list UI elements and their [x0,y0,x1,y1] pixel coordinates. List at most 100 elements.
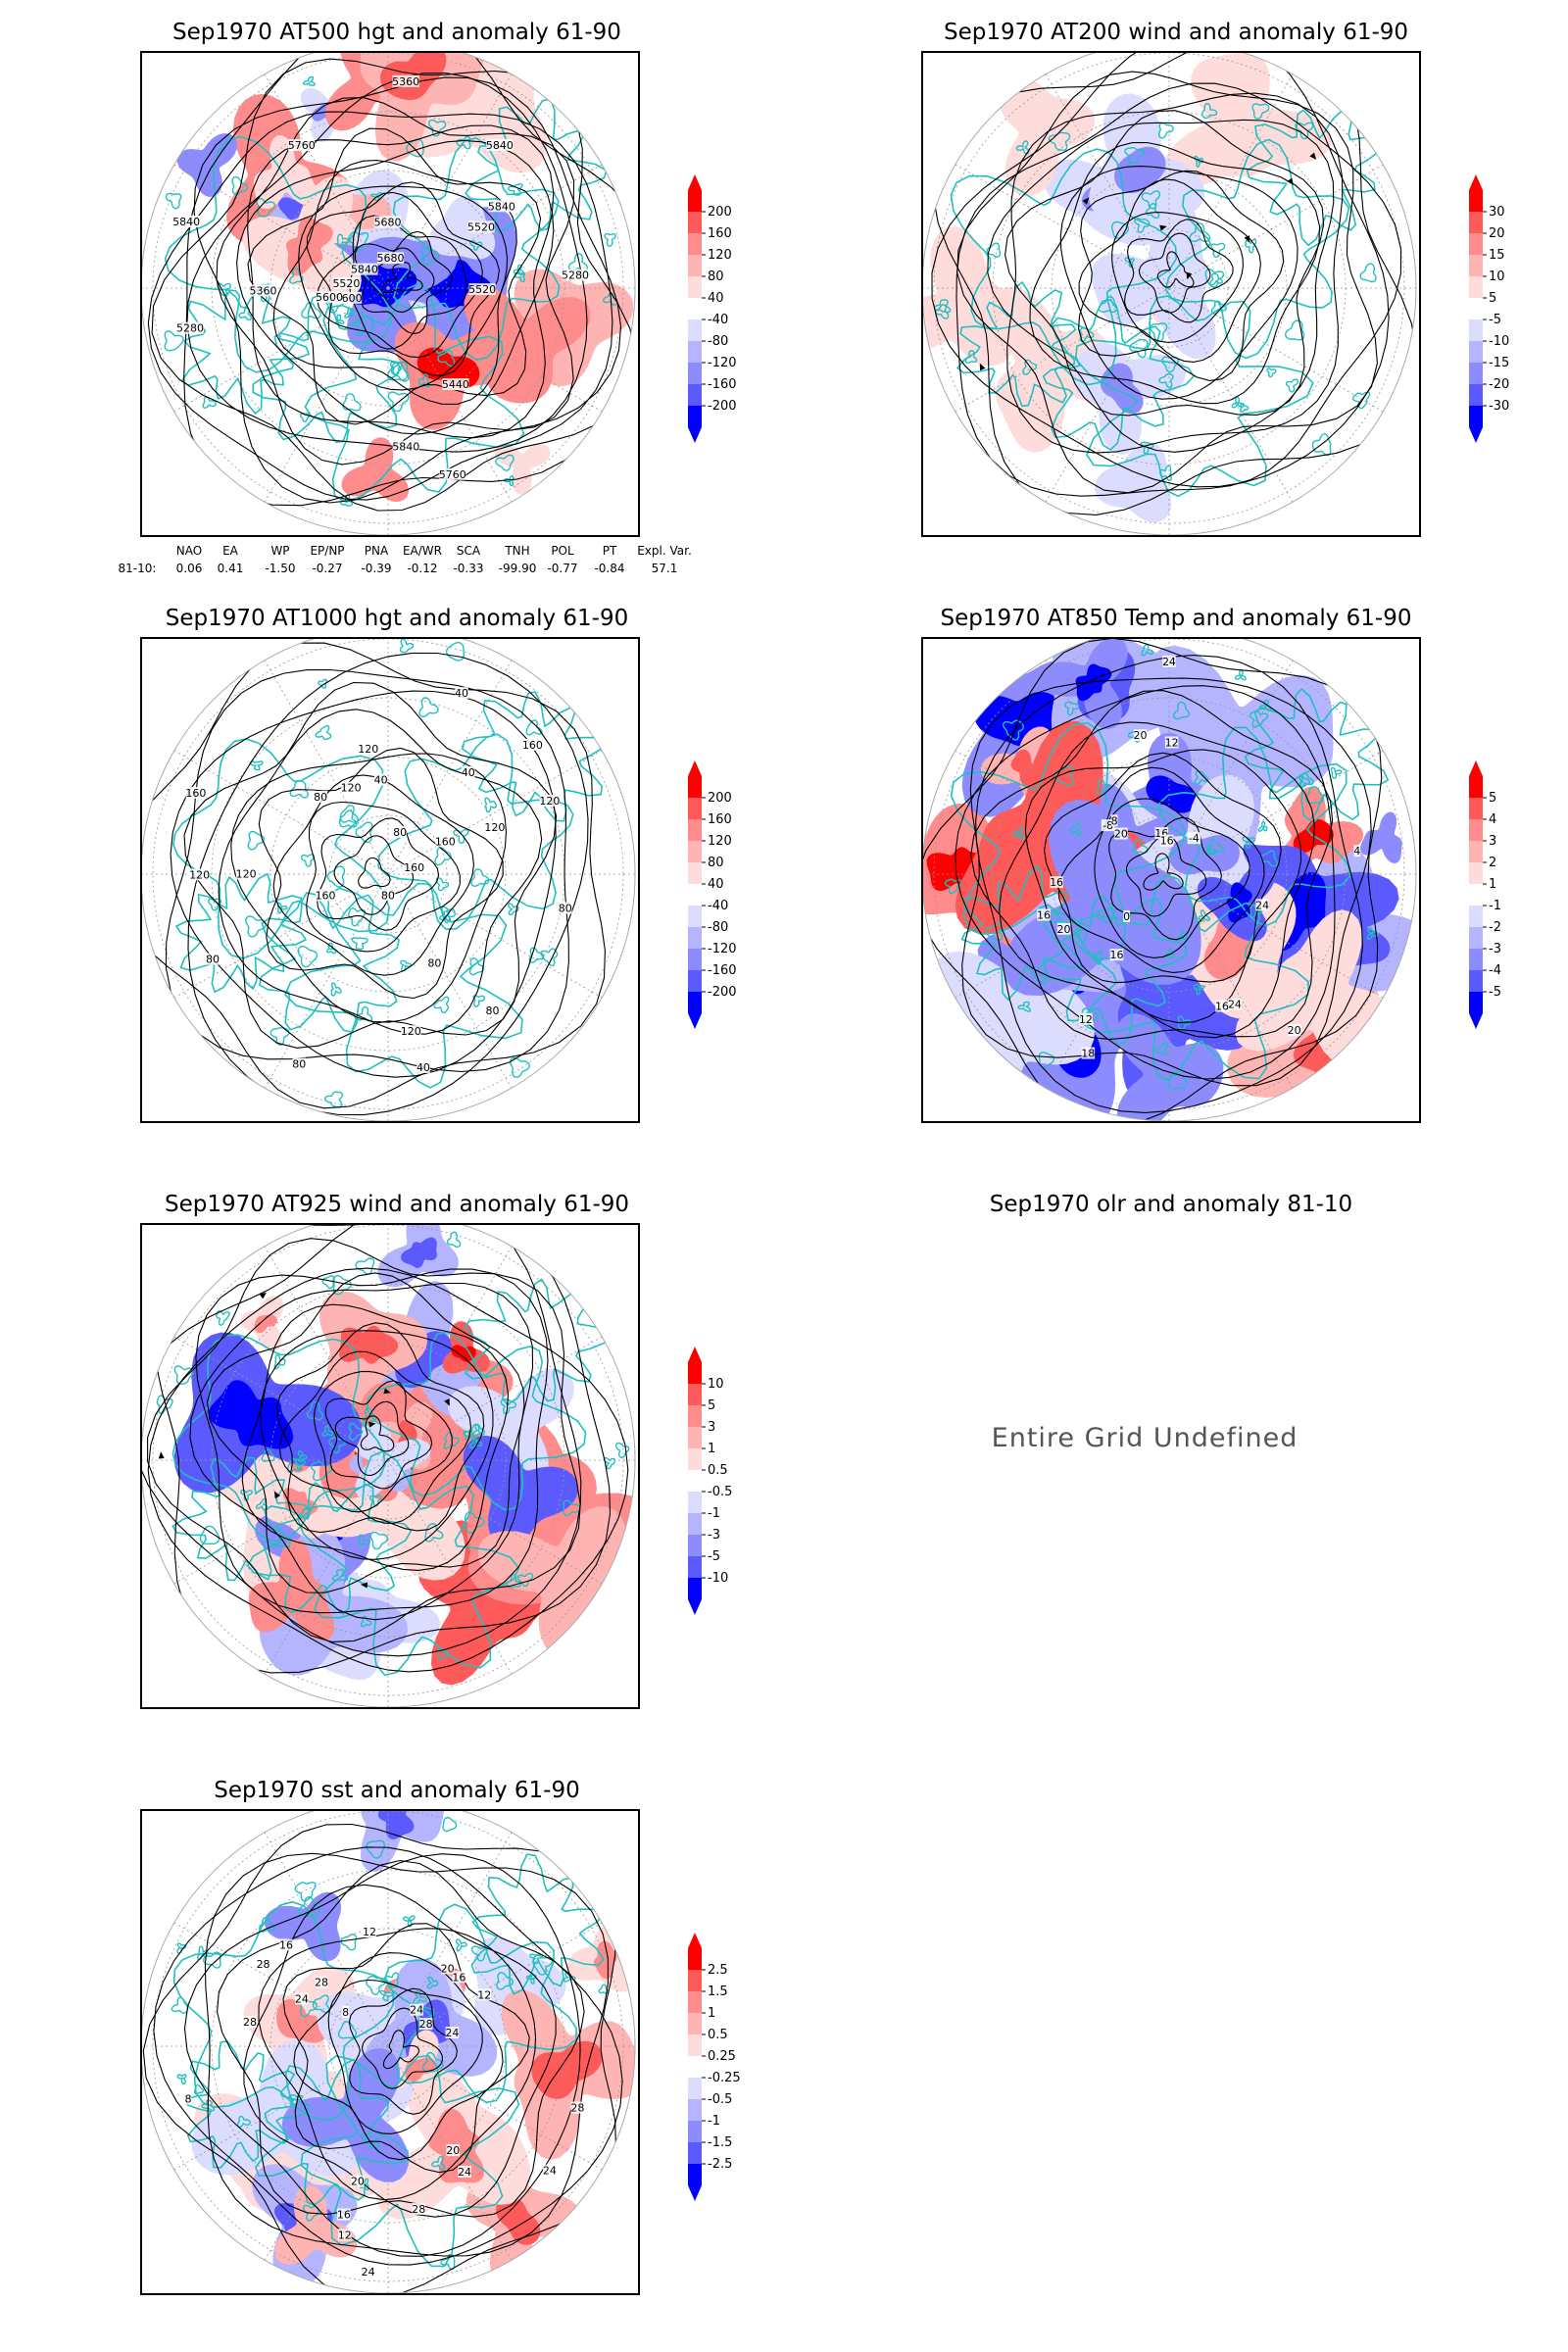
island-coastline [328,1437,347,1454]
contour-label-bg [358,743,378,756]
contour-label-bg [522,739,543,752]
coastline [1075,873,1310,1081]
streamline [189,1282,534,1621]
streamline [1004,110,1325,416]
panel-title-at850: Sep1970 AT850 Temp and anomaly 61-90 [940,606,1412,631]
contour-label-bg [288,139,316,152]
island-coastline [199,1525,220,1545]
streamline [278,1350,472,1524]
panel-title-at1000: Sep1970 AT1000 hgt and anomaly 61-90 [165,606,629,631]
island-coastline [1158,465,1172,482]
island-coastline [310,1461,333,1482]
contour-label-bg [184,2092,192,2105]
contour-label: 5280 [176,322,204,335]
contour-label-bg [404,860,424,873]
colorbar-label: 200 [708,791,732,806]
meridian-line [1168,750,1384,875]
index-value: -0.27 [312,562,343,575]
contour-label-bg [468,283,496,296]
contour-label: 24 [362,2266,375,2278]
panel-title-at925: Sep1970 AT925 wind and anomaly 61-90 [164,1192,630,1217]
island-coastline [1231,396,1245,409]
contour-label: 12 [477,1988,491,2001]
flow-arrow [1159,224,1167,231]
streamline [1006,92,1344,454]
negative-anomaly-region [1116,1012,1224,1121]
island-coastline [529,1953,544,1964]
contour-label-bg [256,1957,270,1970]
contour-line [272,160,517,405]
contour-line [230,753,508,1023]
coastline [180,283,311,416]
streamline [313,1370,453,1513]
contour-label-bg [558,902,572,914]
island-coastline [1351,391,1371,410]
negative-anomaly-core [377,1811,415,1839]
island-coastline [348,1422,364,1441]
negative-anomaly-region [350,1421,431,1499]
contour-label-bg [1056,922,1071,935]
contour-line [362,2007,444,2089]
island-coastline [294,1458,306,1470]
meridian-line [387,1336,603,1461]
streamline [206,1272,525,1593]
contour-label-bg [484,821,506,834]
contour-label-bg [176,321,204,334]
negative-anomaly-core [400,1237,437,1268]
streamline [276,1322,485,1534]
island-coastline [318,678,328,689]
colorbar-segment [1469,298,1483,319]
island-coastline [1111,220,1130,239]
index-header: EP/NP [310,544,345,558]
island-coastline [1249,710,1269,728]
contour-label: 40 [374,774,388,787]
colorbar-label: 40 [708,877,724,892]
flow-arrow [1287,177,1295,185]
contour-line [170,690,557,1078]
colorbar-segment [688,1535,702,1556]
colorbar-label: -4 [1489,963,1501,978]
colorbar-segment [1469,190,1483,212]
streamline [1078,170,1285,381]
contour-label: 5280 [562,270,589,282]
contour-label-bg [1110,814,1118,827]
island-coastline [389,361,403,376]
colorbar-segment [688,949,702,970]
contour-label-bg [412,2202,426,2215]
contour-label-bg [235,867,257,880]
colorbar-label: -5 [1489,985,1501,1000]
colorbar-segment [1469,363,1483,384]
island-coastline [484,797,497,813]
island-coastline [468,957,485,976]
island-coastline [1295,122,1314,140]
contour-label: 5840 [486,139,514,152]
positive-anomaly-core [451,1345,476,1362]
colorbar-segment [1469,212,1483,233]
colorbar-top-arrow [688,760,702,776]
island-coastline [366,1839,385,1859]
island-coastline [470,868,490,887]
colorbar-label: -120 [708,942,737,956]
flow-arrow [259,1292,267,1299]
island-coastline [1098,296,1118,314]
island-coastline [289,780,309,799]
colorbar-segment [1469,233,1483,255]
colorbar-label: 2.5 [708,1963,728,1978]
index-value: -1.50 [265,562,296,575]
contour-label: 120 [401,1025,421,1038]
streamline [1059,166,1298,400]
island-coastline [540,948,559,967]
contour-line [1094,798,1250,958]
coastline [950,148,1178,386]
island-coastline [421,2051,444,2073]
contour-label: 24 [543,2165,557,2178]
negative-anomaly-region [1002,799,1201,996]
meridian-line [387,74,513,289]
contour-line [247,124,555,439]
contour-line [147,111,613,501]
coastline [377,733,574,930]
meridian-line [387,1246,513,1461]
island-coastline [216,1310,230,1326]
colorbar-label: 1 [708,2006,715,2021]
